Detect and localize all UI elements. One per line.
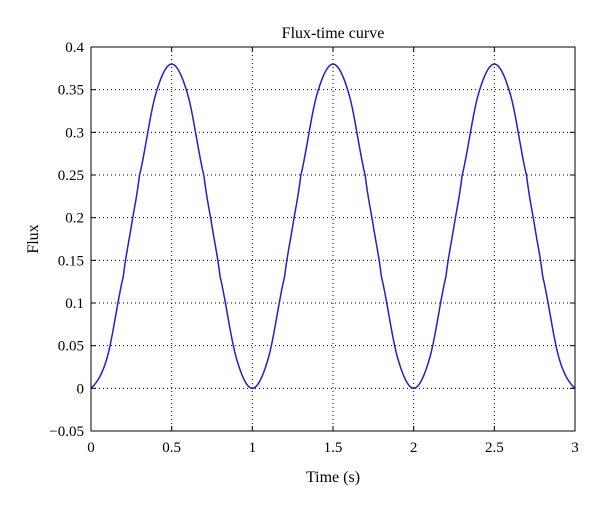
y-tick-label: 0 (77, 381, 85, 397)
x-tick-label: 1 (249, 440, 257, 456)
x-tick-label: 3 (571, 440, 579, 456)
y-tick-label: 0.35 (58, 83, 84, 99)
x-tick-label: 2.5 (485, 440, 504, 456)
y-tick-label: 0.3 (65, 125, 84, 141)
y-tick-labels: −0.05 0 0.05 0.1 0.15 0.2 0.25 0.3 0.35 0.4 (49, 40, 84, 440)
y-tick-label: 0.1 (65, 296, 84, 312)
x-tick-label: 0.5 (162, 440, 181, 456)
y-axis-label: Flux (25, 224, 42, 253)
x-tick-labels: 0 0.5 1 1.5 2 2.5 3 (87, 440, 579, 456)
y-tick-label: 0.25 (58, 168, 84, 184)
tick-marks (90, 46, 576, 432)
chart-title: Flux-time curve (282, 25, 385, 42)
y-tick-label: −0.05 (49, 424, 84, 440)
x-tick-label: 0 (87, 440, 95, 456)
y-tick-label: 0.15 (58, 253, 84, 269)
y-tick-label: 0.4 (65, 40, 84, 56)
series-layer (90, 63, 576, 390)
x-axis-label: Time (s) (306, 469, 360, 486)
y-tick-label: 0.05 (58, 339, 84, 355)
grid-lines (91, 47, 575, 431)
x-tick-label: 1.5 (324, 440, 343, 456)
flux-series-line (90, 63, 576, 390)
y-tick-label: 0.2 (65, 211, 84, 227)
x-tick-label: 2 (410, 440, 418, 456)
